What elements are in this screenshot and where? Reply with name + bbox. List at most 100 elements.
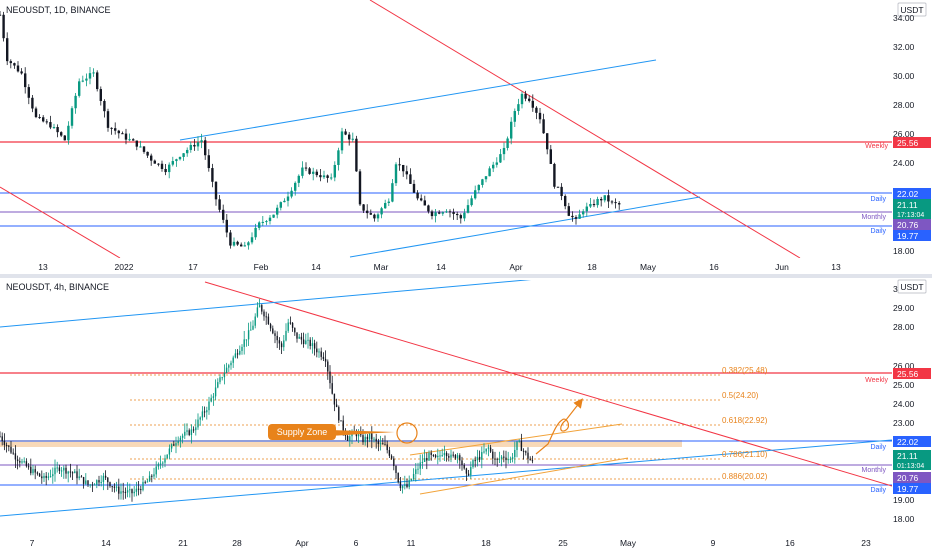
candle-body <box>252 325 254 330</box>
bottom-time-axis[interactable] <box>0 534 932 550</box>
candle-body <box>362 204 365 211</box>
candle-body <box>592 203 596 206</box>
candle-body <box>406 484 408 488</box>
top-lower-red-line[interactable] <box>0 186 121 258</box>
candle-body <box>229 232 232 246</box>
candle-body <box>195 427 197 431</box>
candle-body <box>387 201 390 203</box>
fib-label: 0.618(22.92) <box>722 416 768 425</box>
time-label: 18 <box>481 538 491 548</box>
candle-body <box>120 491 122 494</box>
candle-body <box>500 456 503 459</box>
candle-body <box>384 444 386 446</box>
candle-body <box>65 467 67 474</box>
candle-body <box>302 339 305 344</box>
candle-body <box>331 383 333 394</box>
candle-body <box>106 111 110 128</box>
bottom-downtrend-line[interactable] <box>204 281 892 487</box>
candle-body <box>441 455 443 457</box>
supply-zone-circle[interactable] <box>396 422 418 444</box>
top-downtrend-line[interactable] <box>369 0 801 258</box>
candle-body <box>164 458 166 463</box>
candle-body <box>366 436 369 440</box>
wedge-upper-line[interactable] <box>409 423 623 456</box>
bottom-price-ticks: 3 29.00 28.00 26.00 25.00 24.00 23.00 19.00 18.0… <box>893 284 915 524</box>
candle-body <box>267 316 270 325</box>
candle-body <box>285 330 287 341</box>
top-time-axis[interactable] <box>0 258 932 274</box>
candle-body <box>459 455 461 461</box>
candle-body <box>58 467 61 471</box>
supply-zone-callout[interactable] <box>268 424 336 440</box>
candle-body <box>603 195 606 201</box>
candle-body <box>91 484 94 486</box>
wedge-lower-line[interactable] <box>419 457 629 495</box>
candle-body <box>247 242 250 246</box>
candle-body <box>485 448 487 452</box>
candle-body <box>240 244 243 247</box>
candle-body <box>472 460 474 468</box>
top-channel-lower-line[interactable] <box>349 196 701 258</box>
candle-body <box>520 440 523 451</box>
supply-zone-label: Supply Zone <box>277 427 328 437</box>
candle-body <box>283 340 285 348</box>
candle-body <box>146 481 149 483</box>
candle-body <box>20 71 23 74</box>
candle-body <box>397 472 399 483</box>
candle-body <box>49 476 52 478</box>
candle-body <box>391 183 394 202</box>
candle-body <box>5 444 8 446</box>
candle-body <box>12 452 14 454</box>
candle-body <box>208 401 210 411</box>
candle-body <box>38 117 41 119</box>
candle-body <box>412 473 415 480</box>
panel-separator[interactable] <box>0 274 932 278</box>
candle-body <box>507 459 509 461</box>
candle-body <box>373 214 376 219</box>
candle-body <box>87 480 89 485</box>
supply-zone-band[interactable] <box>0 440 682 447</box>
candle-body <box>162 462 164 464</box>
candle-body <box>159 463 162 465</box>
candle-body <box>10 446 12 453</box>
candle-body <box>326 175 329 178</box>
candle-body <box>69 471 72 473</box>
candle-body <box>448 456 450 458</box>
candle-body <box>463 465 465 469</box>
time-label: Apr <box>295 538 308 548</box>
bottom-channel-lower-line[interactable] <box>0 439 892 517</box>
candle-body <box>27 466 30 468</box>
candle-body <box>494 458 496 460</box>
candle-body <box>318 351 320 353</box>
candle-body <box>527 452 529 459</box>
top-channel-upper-line[interactable] <box>179 59 657 141</box>
candle-body <box>420 198 423 201</box>
candle-body <box>155 466 157 475</box>
candle-body <box>346 435 349 441</box>
candle-body <box>294 327 296 333</box>
candle-body <box>322 175 326 178</box>
candle-body <box>465 468 468 474</box>
candle-body <box>319 175 322 178</box>
candle-body <box>416 192 419 199</box>
time-label: 14 <box>436 262 446 272</box>
candle-body <box>126 490 129 493</box>
candle-body <box>54 467 56 475</box>
candle-body <box>190 429 193 435</box>
candle-body <box>434 212 437 217</box>
candle-body <box>214 181 218 200</box>
candle-body <box>296 332 298 339</box>
projection-path[interactable] <box>535 398 583 455</box>
price-tick-label: 24.00 <box>893 399 915 409</box>
bottom-channel-upper-line[interactable] <box>0 278 548 328</box>
candle-body <box>137 488 140 490</box>
price-tick-label: 25.00 <box>893 380 915 390</box>
candle-body <box>274 333 276 336</box>
candle-body <box>312 171 315 174</box>
price-tag-value: 22.02 <box>897 437 919 447</box>
candle-body <box>286 196 290 201</box>
bottom-plot-area[interactable] <box>0 278 892 534</box>
candle-body <box>511 457 514 459</box>
top-plot-area[interactable] <box>0 0 892 258</box>
candle-body <box>175 159 178 162</box>
